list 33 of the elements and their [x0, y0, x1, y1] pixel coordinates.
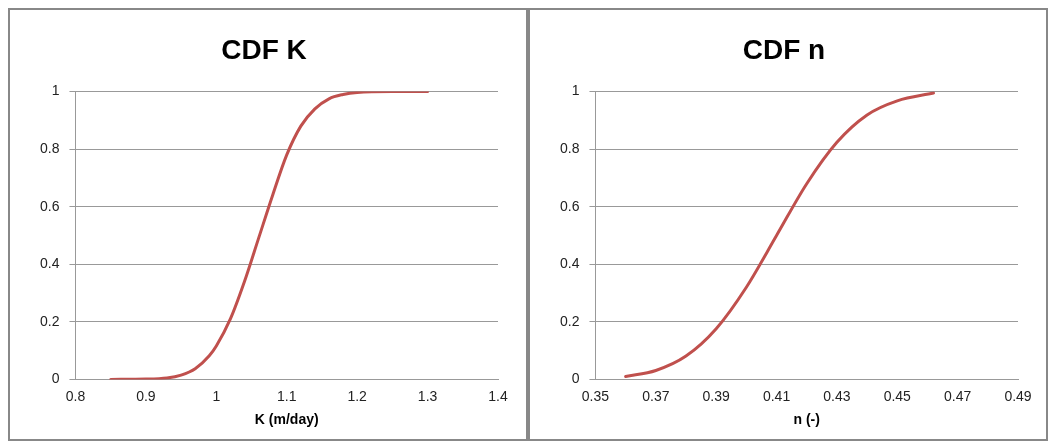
chart-title: CDF n [742, 33, 826, 65]
y-tick-label: 0.2 [559, 312, 580, 329]
x-tick-label: 0.9 [136, 387, 156, 404]
y-tick-label: 0 [51, 370, 60, 387]
y-tick-label: 1 [51, 82, 60, 99]
x-tick-label: 0.47 [944, 387, 972, 404]
y-tick-label: 0.2 [39, 312, 60, 329]
x-tick-label: 0.35 [581, 387, 610, 404]
y-tick-label: 0.8 [39, 140, 60, 157]
x-tick-label: 0.8 [65, 387, 86, 404]
y-tick-label: 0.6 [559, 197, 580, 214]
chart-title: CDF K [221, 33, 307, 65]
x-tick-label: 0.45 [883, 387, 912, 404]
x-tick-label: 0.49 [1004, 387, 1032, 404]
y-tick-label: 0.4 [559, 255, 580, 272]
y-tick-label: 0 [571, 370, 580, 387]
x-tick-label: 0.43 [823, 387, 851, 404]
y-tick-label: 0.6 [39, 197, 60, 214]
x-axis-title: n (-) [793, 411, 820, 428]
x-tick-label: 0.37 [642, 387, 670, 404]
x-axis-title: K (m/day) [254, 411, 319, 428]
x-tick-label: 0.39 [702, 387, 731, 404]
x-tick-label: 1.2 [347, 387, 368, 404]
x-tick-label: 0.41 [762, 387, 791, 404]
line-series [624, 91, 935, 379]
x-tick-label: 1.4 [488, 387, 508, 404]
y-tick-label: 0.8 [559, 140, 580, 157]
x-tick-label: 1 [212, 387, 221, 404]
x-tick-label: 1.3 [417, 387, 438, 404]
y-tick-label: 0.4 [39, 255, 60, 272]
line-series [109, 91, 430, 380]
x-tick-label: 1.1 [277, 387, 297, 404]
y-tick-label: 1 [571, 82, 580, 99]
